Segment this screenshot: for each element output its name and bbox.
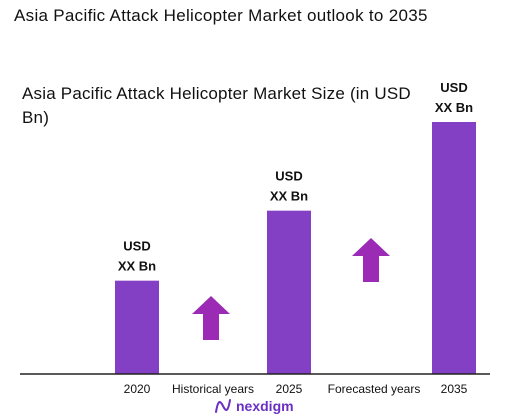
data-label-2025-1: XX Bn [270,189,308,204]
period-label-0: Historical years [172,382,254,396]
logo-text: nexdigm [236,398,294,414]
page-title: Asia Pacific Attack Helicopter Market ou… [14,6,428,25]
growth-arrow-forecast [352,238,390,282]
data-label-2020-1: XX Bn [118,259,156,274]
data-label-2035-0: USD [440,80,467,95]
growth-arrow-historical [192,296,230,340]
bar-2025 [267,210,311,374]
x-tick-label-2025: 2025 [276,382,303,396]
x-tick-label-2035: 2035 [441,382,468,396]
x-tick-label-2020: 2020 [124,382,151,396]
period-label-1: Forecasted years [328,382,421,396]
bar-2020 [115,280,159,374]
data-label-2020-0: USD [123,239,150,254]
nexdigm-logo-icon [215,399,231,413]
bar-2035 [432,122,476,374]
nexdigm-logo: nexdigm [214,397,294,415]
data-label-2035-1: XX Bn [435,100,473,115]
data-label-2025-0: USD [275,169,302,184]
chart-title: Asia Pacific Attack Helicopter Market Si… [22,84,411,127]
